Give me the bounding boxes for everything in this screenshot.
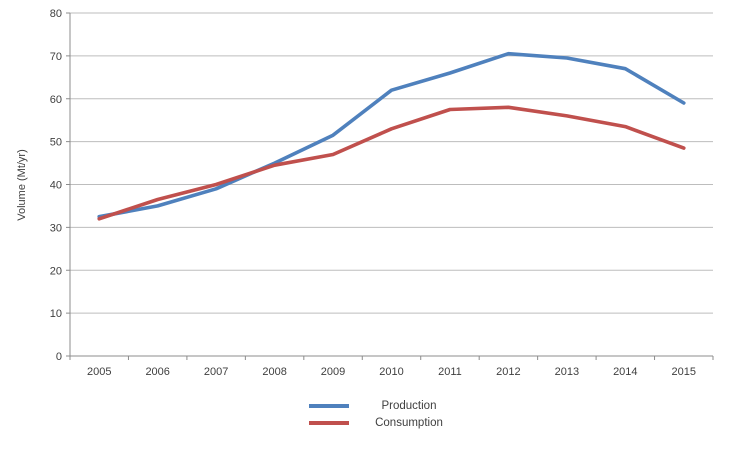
consumption-line-swatch: [309, 421, 349, 425]
y-axis-title: Volume (Mt/yr): [16, 149, 28, 221]
x-tick-label: 2010: [379, 366, 403, 378]
x-tick-label: 2013: [555, 366, 579, 378]
y-tick-label: 20: [50, 265, 62, 277]
consumption-line: [97, 105, 686, 221]
legend: Production Consumption: [0, 399, 750, 430]
x-tick-label: 2012: [496, 366, 520, 378]
x-tick-label: 2008: [262, 366, 286, 378]
legend-item-consumption: Consumption: [309, 416, 469, 430]
y-tick-label: 40: [50, 180, 62, 192]
y-tick-label: 60: [50, 94, 62, 106]
legend-label-consumption: Consumption: [375, 417, 443, 429]
x-tick-label: 2005: [87, 366, 111, 378]
y-tick-label: 70: [50, 51, 62, 63]
y-tick-label: 50: [50, 137, 62, 149]
legend-label-production: Production: [381, 400, 437, 412]
y-tick-label: 0: [56, 351, 62, 363]
production-line: [97, 51, 686, 219]
x-tick-label: 2011: [438, 366, 462, 378]
y-tick-label: 10: [50, 308, 62, 320]
x-tick-label: 2015: [672, 366, 696, 378]
production-line-swatch: [309, 404, 349, 408]
x-tick-label: 2014: [613, 366, 637, 378]
x-tick-label: 2006: [145, 366, 169, 378]
y-tick-label: 80: [50, 8, 62, 20]
y-tick-label: 30: [50, 222, 62, 234]
x-tick-label: 2009: [321, 366, 345, 378]
legend-item-production: Production: [309, 399, 469, 413]
x-tick-label: 2007: [204, 366, 228, 378]
